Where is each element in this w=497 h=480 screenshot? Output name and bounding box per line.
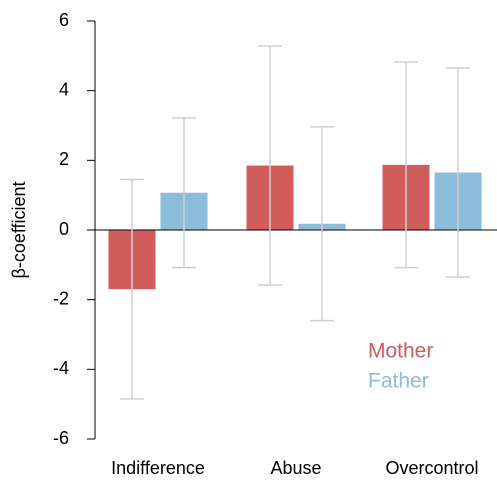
error-bar	[394, 61, 418, 269]
y-tick-label: 6	[59, 10, 69, 30]
y-tick-label: -2	[53, 288, 69, 308]
error-bar	[310, 126, 334, 322]
y-tick-label: -6	[53, 428, 69, 448]
x-tick-label: Abuse	[270, 458, 321, 478]
error-bar	[120, 178, 144, 400]
error-bar	[258, 45, 282, 286]
error-bar	[172, 117, 196, 269]
y-tick-label: 2	[59, 149, 69, 169]
error-bar	[446, 67, 470, 278]
y-axis-label: β-coefficient	[9, 181, 29, 278]
x-tick-label: Overcontrol	[385, 458, 478, 478]
x-tick-label: Indifference	[111, 458, 205, 478]
legend-label: Father	[368, 370, 429, 393]
y-tick-label: 0	[59, 219, 69, 239]
legend-label: Mother	[368, 340, 433, 363]
y-tick-label: 4	[59, 79, 69, 99]
y-tick-label: -4	[53, 358, 69, 378]
